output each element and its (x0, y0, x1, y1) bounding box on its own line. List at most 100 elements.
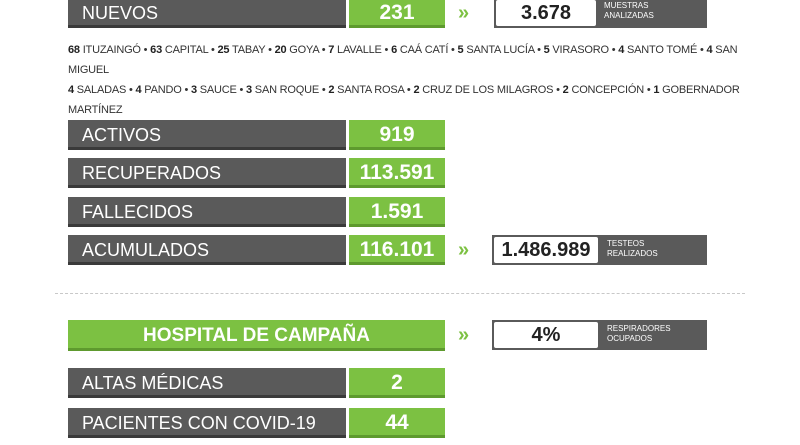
pacientes-label: PACIENTES CON COVID-19 (68, 408, 346, 438)
municipio-name: SANTO TOMÉ (624, 44, 698, 56)
municipio-name: SANTA ROSA (334, 84, 405, 96)
respiradores-caption: RESPIRADORES OCUPADOS (607, 324, 671, 344)
separator-dot: • (381, 44, 392, 56)
municipios-line: 68 ITUZAINGÓ • 63 CAPITAL • 25 TABAY • 2… (68, 40, 768, 80)
separator-dot: • (126, 84, 136, 96)
recuperados-label: RECUPERADOS (68, 158, 346, 188)
municipio-item: 63 CAPITAL (150, 44, 208, 56)
municipio-item: 7 LAVALLE (328, 44, 382, 56)
municipio-count: 68 (68, 44, 80, 56)
respiradores-value: 4% (494, 322, 598, 348)
municipio-count: 4 (135, 84, 142, 96)
double-chevron-right-icon: » (458, 2, 470, 24)
activos-row: ACTIVOS 919 (68, 120, 445, 150)
municipio-name: CONCEPCIÓN (568, 84, 645, 96)
municipio-name: SAN ROQUE (251, 84, 320, 96)
municipio-item: 4 SAN MIGUEL (68, 44, 738, 76)
municipio-item: 4 SALADAS (68, 84, 126, 96)
municipio-item: 2 CRUZ DE LOS MILAGROS (413, 84, 553, 96)
municipio-name: ITUZAINGÓ (79, 44, 141, 56)
nuevos-value: 231 (349, 0, 445, 28)
municipio-item: 2 SANTA ROSA (328, 84, 404, 96)
testeos-box: 1.486.989 TESTEOS REALIZADOS (492, 235, 707, 265)
municipio-item: 1 GOBERNADOR MARTÍNEZ (68, 84, 740, 116)
double-chevron-right-icon: » (458, 324, 470, 346)
separator-dot: • (140, 44, 151, 56)
separator-dot: • (318, 44, 329, 56)
muestras-caption: MUESTRAS ANALIZADAS (604, 1, 654, 21)
municipio-name: CAPITAL (162, 44, 209, 56)
municipios-line: 4 SALADAS • 4 PANDO • 3 SAUCE • 3 SAN RO… (68, 80, 768, 120)
muestras-value: 3.678 (496, 0, 596, 26)
separator-dot: • (553, 84, 563, 96)
separator-dot: • (208, 44, 218, 56)
nuevos-label: NUEVOS (68, 0, 346, 28)
double-chevron-right-icon: » (458, 239, 470, 261)
separator-dot: • (697, 44, 707, 56)
recuperados-row: RECUPERADOS 113.591 (68, 158, 445, 188)
municipio-name: CRUZ DE LOS MILAGROS (419, 84, 554, 96)
municipio-name: GOBERNADOR MARTÍNEZ (68, 84, 740, 116)
municipio-name: VIRASORO (549, 44, 609, 56)
municipio-name: TABAY (229, 44, 266, 56)
municipio-count: 3 (246, 84, 252, 96)
separator-dot: • (181, 84, 191, 96)
municipio-item: 2 CONCEPCIÓN (562, 84, 645, 96)
municipio-count: 5 (543, 44, 550, 56)
altas-row: ALTAS MÉDICAS 2 (68, 368, 445, 398)
fallecidos-row: FALLECIDOS 1.591 (68, 197, 445, 227)
muestras-caption-line2: ANALIZADAS (604, 11, 654, 20)
municipio-item: 3 SAN ROQUE (246, 84, 319, 96)
separator-dot: • (448, 44, 458, 56)
pacientes-value: 44 (349, 408, 445, 438)
fallecidos-label: FALLECIDOS (68, 197, 346, 227)
municipio-count: 6 (391, 44, 397, 56)
testeos-caption: TESTEOS REALIZADOS (607, 239, 658, 259)
muestras-box: 3.678 MUESTRAS ANALIZADAS (494, 0, 707, 28)
municipio-count: 5 (457, 44, 464, 56)
separator-dot: • (404, 84, 414, 96)
nuevos-row: NUEVOS 231 (68, 0, 445, 28)
municipio-count: 4 (68, 84, 74, 96)
municipio-count: 4 (618, 44, 625, 56)
activos-value: 919 (349, 120, 445, 150)
altas-label: ALTAS MÉDICAS (68, 368, 346, 398)
municipio-item: 3 SAUCE (191, 84, 237, 96)
respiradores-box: 4% RESPIRADORES OCUPADOS (492, 320, 707, 350)
municipio-item: 5 SANTA LUCÍA (458, 44, 535, 56)
municipio-count: 63 (150, 44, 163, 56)
altas-value: 2 (349, 368, 445, 398)
municipio-name: SAUCE (196, 84, 237, 96)
municipio-name: PANDO (141, 84, 182, 96)
testeos-value: 1.486.989 (494, 237, 598, 263)
municipio-count: 4 (706, 44, 713, 56)
separator-dot: • (265, 44, 275, 56)
municipio-count: 25 (217, 44, 230, 56)
respiradores-caption-line2: OCUPADOS (607, 334, 653, 343)
municipio-item: 5 VIRASORO (544, 44, 609, 56)
municipio-count: 7 (328, 44, 335, 56)
municipio-name: SALADAS (73, 84, 127, 96)
acumulados-label: ACUMULADOS (68, 235, 346, 265)
separator-dot: • (608, 44, 619, 56)
hospital-title: HOSPITAL DE CAMPAÑA (68, 320, 445, 351)
municipio-item: 4 SANTO TOMÉ (618, 44, 697, 56)
municipio-item: 6 CAÁ CATÍ (391, 44, 448, 56)
municipio-count: 2 (562, 84, 569, 96)
recuperados-value: 113.591 (349, 158, 445, 188)
fallecidos-value: 1.591 (349, 197, 445, 227)
municipio-item: 25 TABAY (217, 44, 265, 56)
activos-label: ACTIVOS (68, 120, 346, 150)
respiradores-caption-line1: RESPIRADORES (607, 324, 671, 333)
section-divider (55, 293, 745, 294)
separator-dot: • (236, 84, 247, 96)
municipio-count: 20 (274, 44, 287, 56)
municipio-name: LAVALLE (334, 44, 382, 56)
municipio-count: 3 (190, 84, 197, 96)
acumulados-row: ACUMULADOS 116.101 (68, 235, 445, 265)
separator-dot: • (319, 84, 329, 96)
testeos-caption-line1: TESTEOS (607, 239, 645, 248)
municipio-item: 68 ITUZAINGÓ (68, 44, 141, 56)
pacientes-row: PACIENTES CON COVID-19 44 (68, 408, 445, 438)
municipio-name: SAN MIGUEL (68, 44, 738, 76)
